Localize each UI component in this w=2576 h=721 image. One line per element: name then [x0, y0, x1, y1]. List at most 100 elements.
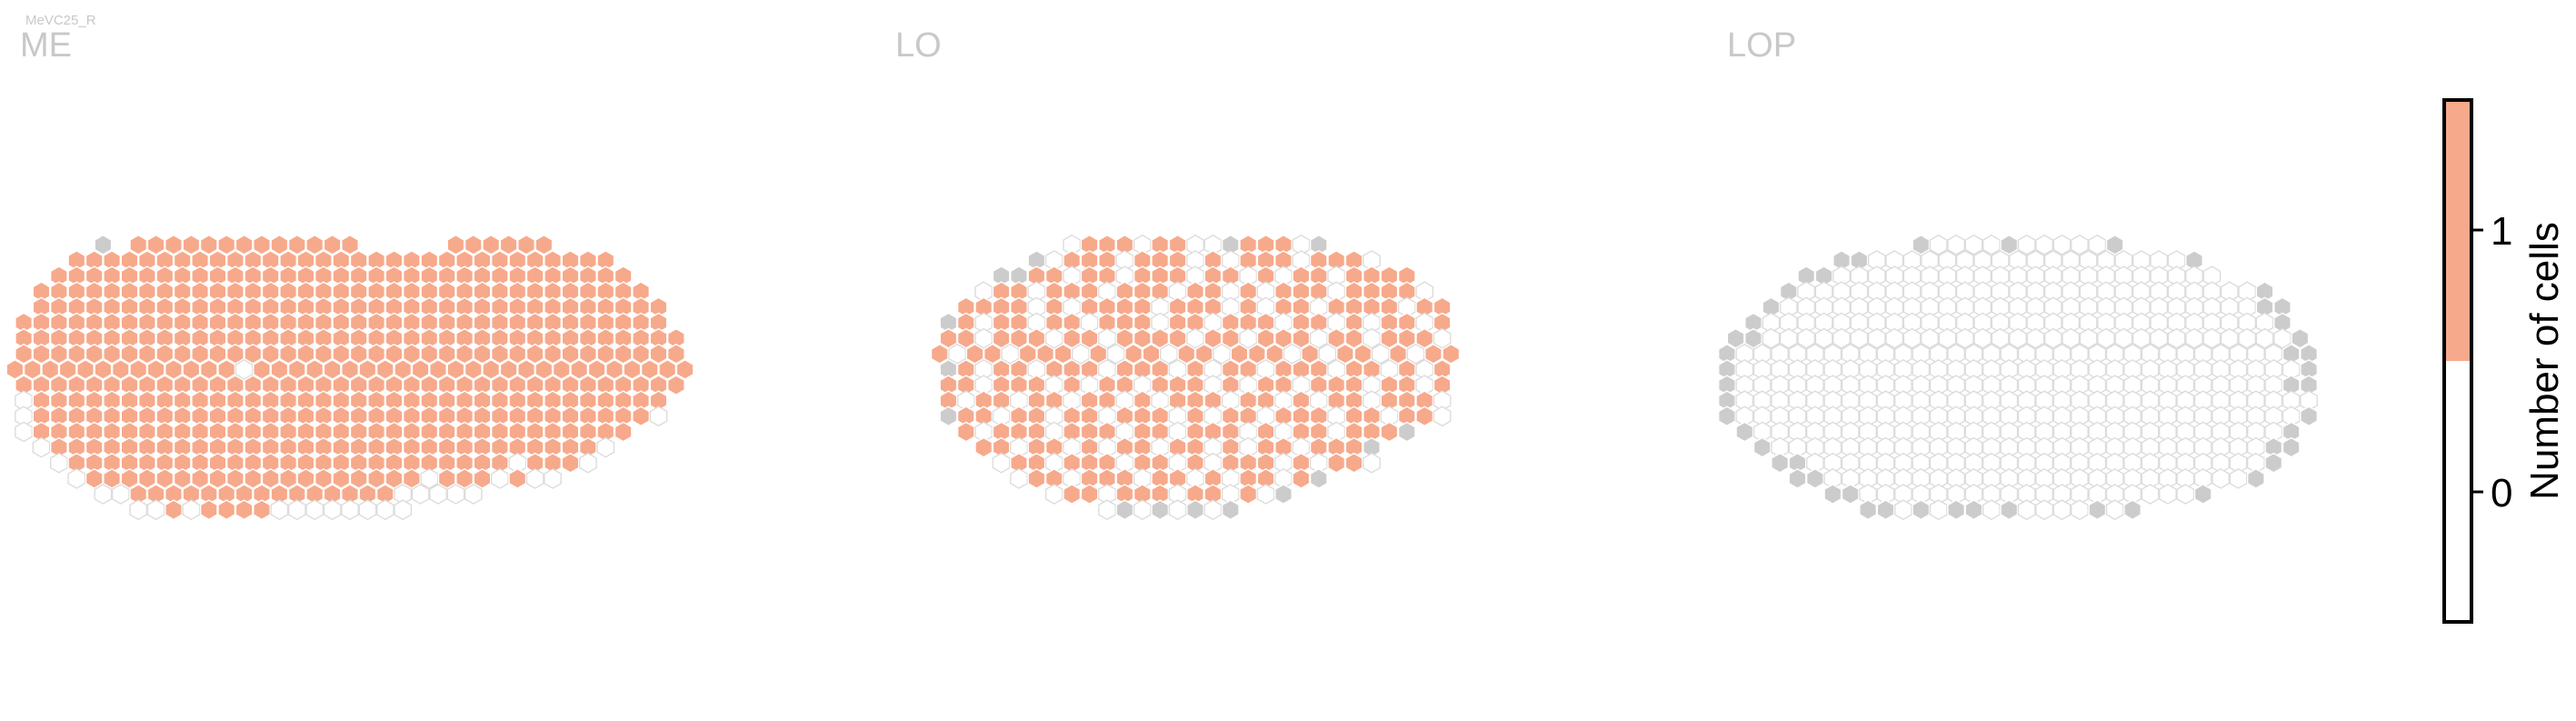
hex-grid-lo: [932, 235, 1460, 520]
hex-cell: [1842, 485, 1859, 504]
hex-cell: [492, 345, 508, 364]
hex-cell: [306, 500, 323, 519]
hex-cell: [175, 469, 191, 488]
colorbar-bin-1: [2444, 100, 2471, 361]
hex-cell: [1833, 329, 1850, 348]
hex-cell: [430, 485, 446, 504]
hex-cell: [183, 500, 199, 519]
hex-cell: [1231, 345, 1247, 364]
hex-cell: [218, 235, 235, 255]
hex-cell: [2195, 485, 2212, 504]
hex-cell: [1860, 500, 1876, 519]
hex-cell: [1099, 500, 1115, 519]
hex-cell: [1425, 345, 1442, 364]
hex-cell: [1240, 485, 1256, 504]
hex-cell: [447, 360, 464, 379]
hex-cell: [1727, 329, 1743, 348]
hex-cell: [33, 345, 49, 364]
hex-cell: [1895, 500, 1912, 519]
hex-cell: [1754, 438, 1771, 457]
hex-cell: [1223, 329, 1239, 348]
hex-cell: [456, 469, 473, 488]
hex-cell: [1345, 329, 1362, 348]
hex-cell: [104, 469, 120, 488]
hex-cell: [1240, 329, 1256, 348]
hex-cell: [192, 469, 208, 488]
hex-cell: [975, 438, 992, 457]
hex-cell: [2203, 329, 2220, 348]
hex-cell: [1125, 345, 1142, 364]
hex-cell: [1134, 329, 1151, 348]
hex-cell: [1161, 345, 1177, 364]
hex-cell: [2265, 454, 2281, 473]
hex-cell: [104, 345, 120, 364]
hex-cell: [659, 360, 675, 379]
hex-cell: [324, 360, 340, 379]
hex-cell: [165, 500, 182, 519]
hex-cell: [1877, 500, 1893, 519]
hex-cell: [2089, 235, 2105, 255]
hex-cell: [1152, 329, 1168, 348]
hex-cell: [201, 360, 217, 379]
colorbar-label: Number of cells: [2522, 222, 2567, 500]
hex-cell: [966, 345, 983, 364]
hex-cell: [483, 235, 499, 255]
hex-cell: [1762, 329, 1779, 348]
hex-cell: [130, 500, 146, 519]
hex-cell: [280, 345, 296, 364]
hex-cell: [33, 438, 49, 457]
hex-cell: [588, 360, 604, 379]
hex-cell: [1931, 500, 1947, 519]
hex-cell: [1063, 485, 1080, 504]
hex-cell: [421, 345, 437, 364]
panel-lo: LO: [895, 26, 1460, 519]
hex-cell: [932, 345, 948, 364]
hex-cell: [1416, 406, 1433, 426]
hex-cell: [1249, 345, 1265, 364]
hex-cell: [1028, 469, 1044, 488]
hex-cell: [1311, 329, 1327, 348]
hex-cell: [209, 469, 225, 488]
hex-grid-me: [6, 235, 694, 520]
hex-cell: [1745, 329, 1762, 348]
hex-cell: [1965, 500, 1982, 519]
hex-cell: [2072, 235, 2088, 255]
hex-cell: [1134, 500, 1151, 519]
hex-cell: [368, 345, 384, 364]
hex-cell: [404, 345, 420, 364]
hex-cell: [342, 360, 358, 379]
hex-cell: [1011, 329, 1027, 348]
hex-cell: [1337, 345, 1353, 364]
hex-cell: [51, 345, 67, 364]
hex-cell: [1328, 454, 1344, 473]
hex-cell: [2151, 329, 2167, 348]
hex-cell: [2010, 329, 2026, 348]
hex-cell: [254, 360, 270, 379]
hex-cell: [1443, 345, 1459, 364]
hex-cell: [1169, 500, 1185, 519]
hex-cell: [280, 469, 296, 488]
hex-cell: [958, 329, 974, 348]
hex-cell: [1903, 329, 1920, 348]
hex-cell: [1381, 422, 1397, 441]
hex-cell: [2168, 329, 2184, 348]
hex-cell: [1213, 345, 1230, 364]
hex-cell: [342, 500, 358, 519]
hex-cell: [2222, 329, 2238, 348]
hex-cell: [15, 422, 32, 441]
hex-cell: [2142, 485, 2158, 504]
hex-cell: [1204, 329, 1221, 348]
hex-cell: [147, 360, 164, 379]
hex-cell: [1983, 500, 2000, 519]
hex-cell: [615, 422, 632, 441]
hex-cell: [527, 345, 544, 364]
hex-cell: [1081, 485, 1097, 504]
hex-cell: [1922, 329, 1938, 348]
hex-cell: [580, 454, 596, 473]
hex-cell: [554, 360, 570, 379]
hex-cell: [218, 360, 235, 379]
hex-cell: [1319, 345, 1335, 364]
hex-cell: [289, 360, 305, 379]
hex-cell: [183, 235, 199, 255]
hex-cell: [447, 485, 464, 504]
